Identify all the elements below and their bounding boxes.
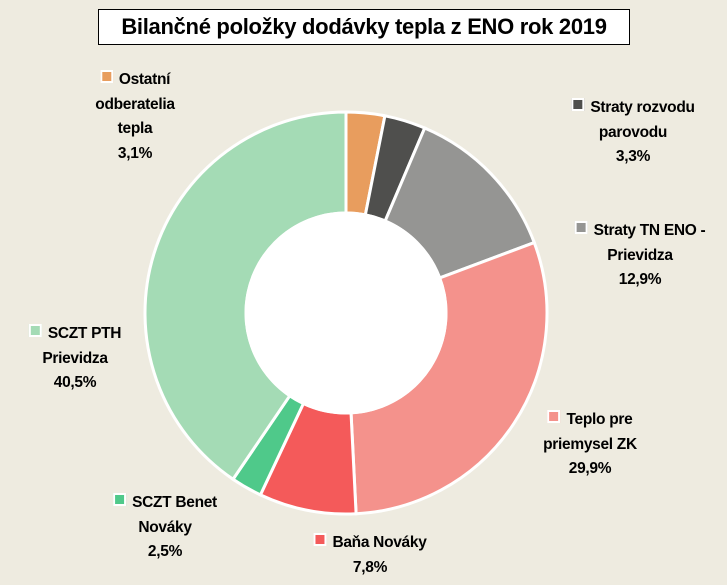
category-label: Teplo pre [566, 411, 633, 428]
legend-marker [574, 221, 588, 234]
category-label: SCZT Benet [132, 494, 217, 511]
category-label: parovodu [598, 123, 668, 141]
category-label: odberatelia [95, 95, 175, 113]
data-label: SCZT Benet Nováky 2,5% [113, 491, 217, 565]
category-label: Straty rozvodu [590, 99, 695, 116]
legend-marker [571, 98, 585, 111]
category-label: priemysel ZK [543, 435, 637, 453]
value-label: 3,1% [117, 144, 153, 162]
category-label: Nováky [138, 518, 192, 536]
category-label: Prievidza [42, 349, 108, 367]
category-label: tepla [117, 120, 153, 137]
legend-marker [28, 324, 42, 337]
legend-marker [547, 410, 561, 423]
value-label: 12,9% [618, 271, 662, 288]
legend-marker [99, 70, 113, 83]
donut-hole [244, 211, 448, 415]
value-label: 2,5% [147, 543, 183, 560]
category-label: Ostatní [118, 71, 171, 88]
category-label: SCZT PTH [47, 325, 122, 342]
data-label: Straty TN ENO - Prievidza 12,9% [574, 219, 706, 293]
legend-marker [313, 533, 327, 546]
category-label: Baňa Nováky [332, 534, 427, 551]
legend-marker [113, 493, 127, 506]
category-label: Straty TN ENO - [593, 222, 706, 239]
data-label: Teplo pre priemysel ZK 29,9% [543, 408, 637, 482]
data-label: Baňa Nováky 7,8% [313, 531, 427, 580]
data-label: Ostatní odberatelia tepla 3,1% [95, 68, 175, 166]
data-label: SCZT PTH Prievidza 40,5% [28, 322, 122, 396]
chart-title: Bilančné položky dodávky tepla z ENO rok… [98, 9, 630, 45]
data-label: Straty rozvodu parovodu 3,3% [571, 96, 695, 170]
category-label: Prievidza [607, 246, 673, 264]
value-label: 3,3% [615, 148, 651, 165]
value-label: 7,8% [352, 558, 388, 576]
value-label: 40,5% [53, 374, 97, 391]
value-label: 29,9% [568, 460, 612, 477]
